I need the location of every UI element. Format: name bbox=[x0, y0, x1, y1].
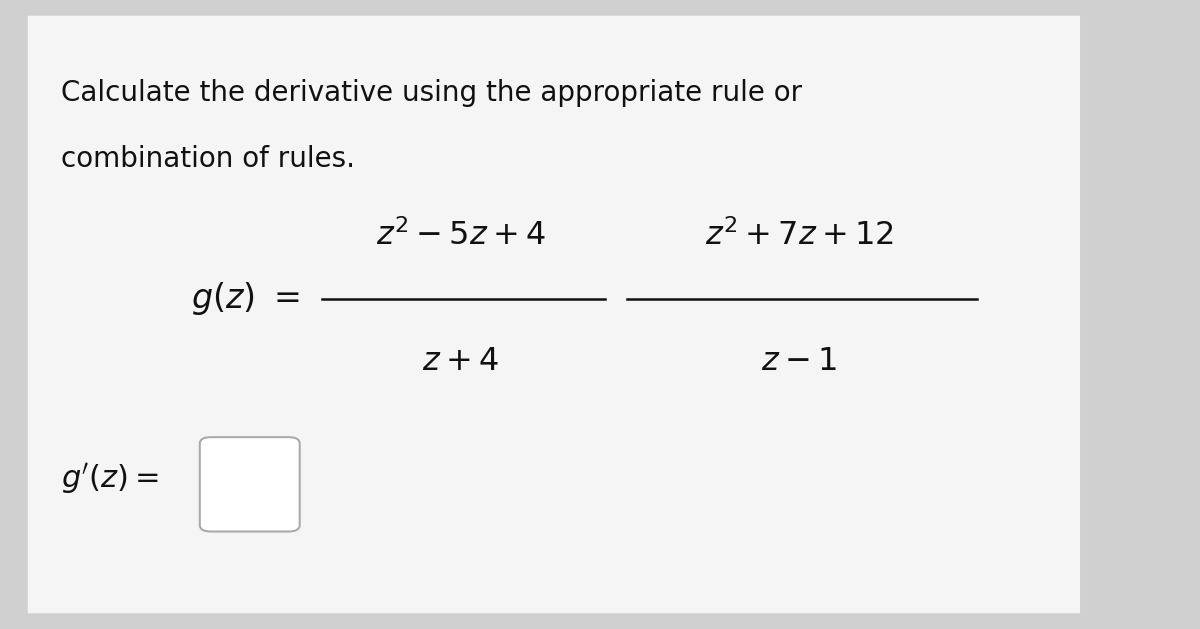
Text: Calculate the derivative using the appropriate rule or: Calculate the derivative using the appro… bbox=[61, 79, 802, 107]
Text: $z^2 + 7z + 12$: $z^2 + 7z + 12$ bbox=[704, 219, 894, 252]
Text: $z^2 - 5z + 4$: $z^2 - 5z + 4$ bbox=[376, 219, 546, 252]
Text: $z + 4$: $z + 4$ bbox=[422, 346, 499, 377]
Text: combination of rules.: combination of rules. bbox=[61, 145, 355, 173]
Text: $\mathit{g}(\mathit{z})\ =$: $\mathit{g}(\mathit{z})\ =$ bbox=[191, 281, 300, 317]
FancyBboxPatch shape bbox=[199, 437, 300, 532]
Text: $\mathit{g}'(\mathit{z}) =$: $\mathit{g}'(\mathit{z}) =$ bbox=[61, 460, 158, 496]
Text: $z - 1$: $z - 1$ bbox=[761, 346, 838, 377]
FancyBboxPatch shape bbox=[28, 16, 1080, 613]
